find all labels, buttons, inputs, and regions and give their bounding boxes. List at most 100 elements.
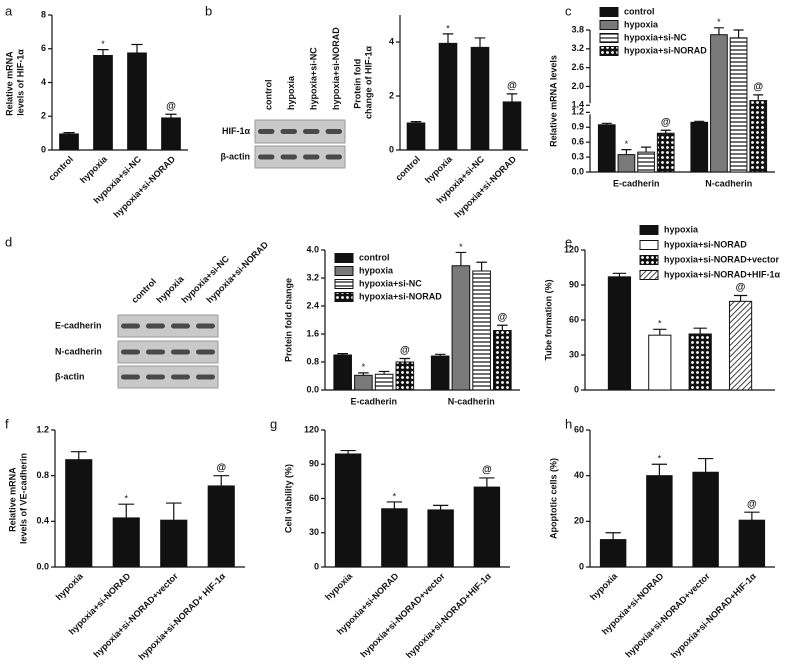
blot-band [146, 349, 165, 355]
blot-band [121, 323, 140, 329]
y-tick-label: 6 [41, 43, 46, 53]
significance-mark: * [446, 23, 450, 33]
legend-swatch [639, 225, 659, 235]
y-tick-label: 2.0 [571, 81, 584, 91]
lane-label: control [130, 276, 159, 305]
error-bar [410, 121, 422, 123]
x-tick-label: hypoxia+si-NORAD+vector [623, 571, 712, 660]
blot-band [146, 374, 165, 380]
error-bar [653, 328, 667, 336]
error-bar [693, 327, 707, 334]
blot-band [325, 129, 342, 134]
error-bar [605, 532, 621, 540]
y-tick-label: 20 [574, 516, 584, 526]
bar [656, 132, 675, 173]
blot-band [171, 349, 190, 355]
x-tick-label: control [393, 154, 422, 183]
y-axis-label: Protein fold change [283, 278, 293, 362]
bar [646, 475, 673, 568]
x-tick-label: hypoxia+si-NORAD+HIF-1α [404, 571, 493, 660]
error-bar [213, 475, 230, 486]
error-bar [378, 370, 390, 375]
x-tick-label: E-cadherin [613, 178, 660, 188]
significance-mark: * [658, 454, 662, 464]
panel-label: a [5, 3, 13, 18]
legend-swatch [334, 279, 354, 289]
y-tick-label: 120 [564, 244, 579, 254]
bar [438, 42, 458, 151]
significance-mark: * [393, 491, 397, 501]
blot-strip [117, 340, 219, 364]
bar [607, 276, 632, 391]
y-axis-label: Cell viability (%) [283, 464, 293, 533]
significance-mark: * [459, 242, 463, 252]
error-bar [660, 129, 671, 134]
bar [648, 334, 672, 391]
y-tick-label: 2.6 [571, 62, 584, 72]
x-tick-label: hypoxia+si-NORAD+HIF-1α [669, 571, 758, 660]
bar [93, 55, 113, 151]
y-tick-label: 3.8 [571, 24, 584, 34]
error-bar [386, 501, 403, 509]
y-tick-label: 0.8 [306, 356, 319, 366]
bar [692, 471, 719, 568]
row-label: N-cadherin [55, 346, 102, 356]
bar [728, 300, 753, 391]
y-tick-label: 60 [569, 314, 579, 324]
significance-mark: * [362, 362, 366, 372]
bar [710, 34, 728, 173]
significance-mark: @ [753, 82, 763, 93]
y-tick-label: 30 [309, 527, 319, 537]
x-tick-label: hypoxia [423, 153, 455, 185]
y-tick-label: 4 [41, 77, 46, 87]
lane-label: control [264, 80, 274, 111]
blot-band [146, 323, 165, 329]
lane-label: hypoxia+si-NC [309, 47, 319, 110]
blot-band [280, 129, 297, 134]
y-tick-label: 0.4 [36, 516, 49, 526]
significance-mark: @ [747, 499, 757, 510]
bar [333, 354, 352, 391]
y-tick-label: 1.4 [571, 100, 584, 110]
error-bar [165, 502, 182, 521]
bar [749, 100, 768, 173]
legend-swatch [639, 270, 659, 280]
error-bar [753, 94, 764, 101]
bar [473, 486, 501, 568]
error-bar [434, 353, 446, 357]
error-bar [733, 294, 748, 302]
y-tick-label: 60 [309, 493, 319, 503]
bar [161, 117, 181, 151]
blot-band [121, 349, 140, 355]
bar [637, 151, 655, 173]
y-tick-label: 0.3 [571, 151, 584, 161]
bar [354, 374, 373, 391]
error-bar [497, 324, 508, 331]
bar [112, 517, 140, 568]
significance-mark: @ [166, 101, 176, 112]
y-tick-label: 4 [389, 36, 394, 46]
blot-band [303, 129, 320, 134]
x-tick-label: hypoxia [78, 153, 110, 185]
bar [406, 122, 426, 151]
legend-swatch [599, 46, 619, 56]
x-tick-label: hypoxia+si-NORAD+ HIF-1α [136, 571, 227, 662]
bar [395, 361, 415, 391]
legend-label: hypoxia+si-NC [624, 32, 687, 42]
x-tick-label: N-cadherin [705, 178, 752, 188]
blot-band [171, 374, 190, 380]
error-bar [621, 149, 632, 155]
significance-mark: * [101, 39, 105, 49]
bar [381, 508, 408, 568]
x-tick-label: hypoxia [323, 570, 355, 602]
bar [493, 330, 512, 391]
x-tick-label: hypoxia+si-NORAD+vector [358, 571, 447, 660]
significance-mark: @ [400, 345, 410, 356]
blot-band [258, 129, 275, 134]
blot-band [303, 154, 320, 160]
y-tick-label: 1.2 [36, 424, 49, 434]
y-tick-label: 0.0 [306, 384, 319, 394]
legend-label: hypoxia+si-NORAD+vector [664, 254, 780, 264]
significance-mark: @ [482, 465, 492, 476]
legend-label: control [624, 6, 655, 16]
